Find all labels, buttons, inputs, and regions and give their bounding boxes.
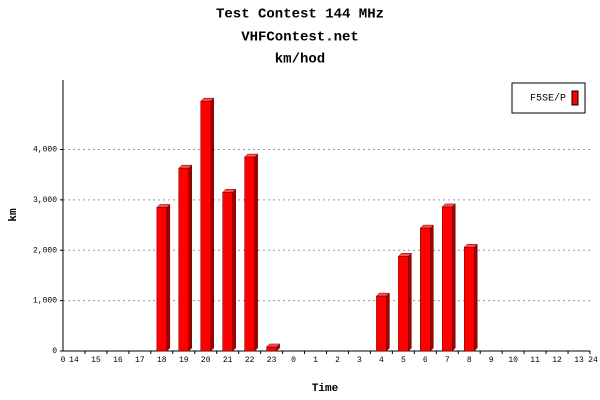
- x-tick-label: 6: [423, 356, 428, 365]
- x-tick-label: 3: [357, 356, 362, 365]
- y-tick-label: 0: [52, 347, 57, 356]
- bar: [419, 224, 434, 352]
- x-tick-label: 20: [201, 356, 211, 365]
- chart-title: Test Contest 144 MHz: [216, 7, 384, 23]
- bar-face: [463, 246, 475, 352]
- x-tick-label: 0: [291, 356, 296, 365]
- x-tick-label: 7: [445, 356, 450, 365]
- y-tick-label: 2,000: [33, 246, 57, 255]
- x-tick-label: 21: [223, 356, 233, 365]
- x-tick-label: 17: [135, 356, 145, 365]
- bar-face: [376, 295, 387, 352]
- x-tick-label: 14: [69, 356, 79, 365]
- bar-face: [188, 164, 193, 352]
- bar: [200, 97, 215, 352]
- legend-label: F5SE/P: [530, 93, 566, 105]
- bar-face: [232, 188, 236, 352]
- bar: [266, 343, 281, 352]
- bar-face: [408, 252, 412, 352]
- x-tick-label: 4: [379, 356, 384, 365]
- y-axis-label: km: [8, 208, 20, 222]
- x-tick-label: 23: [267, 356, 277, 365]
- x-tick-label: 10: [508, 356, 518, 365]
- x-axis-label: Time: [312, 383, 339, 395]
- x-tick-label: 15: [91, 356, 101, 365]
- x-tick-label: 1: [313, 356, 318, 365]
- bar-face: [473, 243, 478, 352]
- bar: [397, 252, 412, 352]
- x-tick-label: 11: [530, 356, 540, 365]
- bar-face: [156, 207, 168, 352]
- bar-face: [442, 206, 453, 352]
- x-tick-label: 12: [552, 356, 562, 365]
- x-tick-label: 8: [467, 356, 472, 365]
- bar: [463, 243, 478, 352]
- bar: [244, 153, 259, 352]
- bar: [222, 188, 237, 352]
- bar-face: [254, 153, 258, 352]
- x-tick-label: 22: [245, 356, 255, 365]
- bar-face: [420, 227, 431, 352]
- y-tick-label: 4,000: [33, 146, 57, 155]
- bar: [441, 203, 456, 352]
- chart-subtitle: km/hod: [275, 52, 325, 68]
- x-tick-label: 19: [179, 356, 189, 365]
- y-tick-label: 1,000: [33, 297, 57, 306]
- x-tick-label: 18: [157, 356, 167, 365]
- bar-face: [430, 224, 434, 352]
- chart-subtitle: VHFContest.net: [241, 30, 359, 46]
- bar-face: [244, 156, 255, 352]
- legend-swatch: [571, 90, 579, 106]
- x-tick-label: 16: [113, 356, 123, 365]
- bar: [156, 203, 171, 352]
- y-tick-label: 3,000: [33, 196, 57, 205]
- bar: [375, 292, 390, 352]
- bar-face: [166, 203, 171, 352]
- x-end-label: 24: [588, 356, 598, 365]
- bar-face: [266, 346, 277, 352]
- x-tick-label: 13: [574, 356, 584, 365]
- bar-face: [200, 100, 211, 352]
- x-tick-label: 9: [489, 356, 494, 365]
- bar: [178, 164, 193, 352]
- bar-face: [386, 292, 390, 352]
- bar-face: [178, 167, 190, 352]
- bar-face: [452, 203, 456, 352]
- bar-face: [222, 192, 233, 352]
- bar-face: [210, 97, 214, 352]
- x-tick-label: 2: [335, 356, 340, 365]
- x-end-label: 0: [61, 356, 66, 365]
- bar-face: [398, 256, 409, 352]
- x-tick-label: 5: [401, 356, 406, 365]
